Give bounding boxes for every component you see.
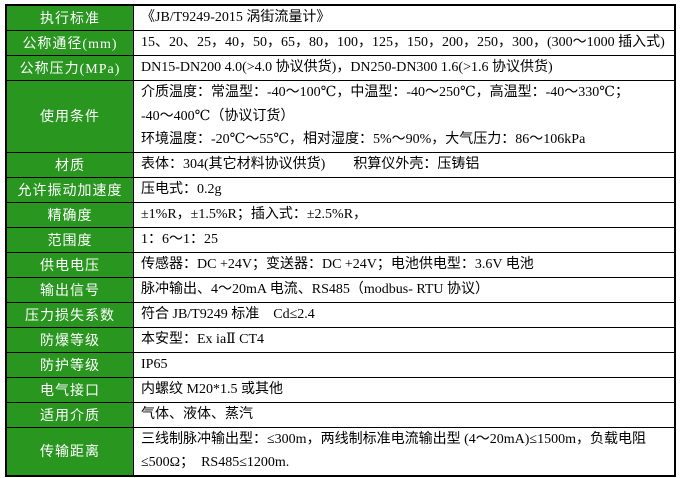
spec-value-operating-conditions: 介质温度：常温型：-40～100℃，中温型：-40～250℃，高温型：-40～3…	[133, 80, 676, 153]
spec-value-execution-standard: 《JB/T9249-2015 涡街流量计》	[133, 4, 676, 31]
row-accuracy: 精确度 ±1%R，±1.5%R；插入式：±2.5%R，	[5, 201, 676, 228]
spec-value-text: 传感器：DC +24V；变送器：DC +24V；电池供电型：3.6V 电池	[141, 256, 534, 272]
row-execution-standard: 执行标准 《JB/T9249-2015 涡街流量计》	[5, 4, 676, 31]
spec-value-text: 符合 JB/T9249 标准 Cd≤2.4	[141, 306, 315, 322]
spec-label-operating-conditions: 使用条件	[5, 80, 134, 153]
spec-value-line: -40～400℃（协议订货）	[141, 108, 295, 124]
spec-value-protection-rating: IP65	[133, 351, 676, 378]
spec-value-line: 环境温度：-20℃～55℃，相对湿度：5%～90%，大气压力：86～106kPa	[141, 132, 586, 147]
row-supply-voltage: 供电电压 传感器：DC +24V；变送器：DC +24V；电池供电型：3.6V …	[5, 251, 676, 278]
row-applicable-media: 适用介质 气体、液体、蒸汽	[5, 401, 676, 428]
spec-value-text: 表体：304(其它材料协议供货) 积算仪外壳：压铸铝	[141, 156, 480, 172]
row-explosion-proof-rating: 防爆等级 本安型：Ex iaⅡ CT4	[5, 326, 676, 353]
spec-value-text: 《JB/T9249-2015 涡街流量计》	[141, 10, 331, 25]
row-pressure-loss-coefficient: 压力损失系数 符合 JB/T9249 标准 Cd≤2.4	[5, 301, 676, 328]
spec-label-pressure-loss-coefficient: 压力损失系数	[5, 301, 134, 328]
spec-value-line: 三线制脉冲输出型：≤300m，两线制标准电流输出型 (4～20mA)≤1500m…	[141, 431, 646, 447]
spec-label-protection-rating: 防护等级	[5, 351, 134, 378]
spec-value-line: 介质温度：常温型：-40～100℃，中温型：-40～250℃，高温型：-40～3…	[141, 85, 629, 100]
spec-label-output-signal: 输出信号	[5, 276, 134, 303]
spec-label-allowable-vibration-acceleration: 允许振动加速度	[5, 176, 134, 203]
spec-value-applicable-media: 气体、液体、蒸汽	[133, 401, 676, 428]
row-allowable-vibration-acceleration: 允许振动加速度 压电式：0.2g	[5, 176, 676, 203]
spec-label-transmission-distance: 传输距离	[5, 426, 134, 476]
spec-label-nominal-pressure: 公称压力(MPa)	[5, 55, 134, 81]
spec-label-electrical-interface: 电气接口	[5, 376, 134, 403]
spec-value-text: 15、20、25，40，50，65，80，100，125，150，200，250…	[141, 35, 665, 50]
spec-label-turndown-ratio: 范围度	[5, 226, 134, 253]
spec-label-explosion-proof-rating: 防爆等级	[5, 326, 134, 353]
spec-value-text: ±1%R，±1.5%R；插入式：±2.5%R，	[141, 206, 368, 222]
spec-value-allowable-vibration-acceleration: 压电式：0.2g	[133, 176, 676, 203]
spec-value-accuracy: ±1%R，±1.5%R；插入式：±2.5%R，	[133, 201, 676, 228]
spec-value-transmission-distance: 三线制脉冲输出型：≤300m，两线制标准电流输出型 (4～20mA)≤1500m…	[133, 426, 676, 476]
row-nominal-pressure: 公称压力(MPa) DN15-DN200 4.0(>4.0 协议供货)，DN25…	[5, 55, 676, 81]
spec-value-turndown-ratio: 1：6～1：25	[133, 226, 676, 253]
row-protection-rating: 防护等级 IP65	[5, 351, 676, 378]
row-operating-conditions: 使用条件 介质温度：常温型：-40～100℃，中温型：-40～250℃，高温型：…	[5, 80, 676, 153]
spec-value-pressure-loss-coefficient: 符合 JB/T9249 标准 Cd≤2.4	[133, 301, 676, 328]
spec-value-text: 1：6～1：25	[141, 231, 218, 247]
spec-value-text: 内螺纹 M20*1.5 或其他	[141, 381, 283, 397]
spec-value-text: 脉冲输出、4～20mA 电流、RS485（modbus- RTU 协议）	[141, 281, 490, 297]
spec-label-nominal-diameter: 公称通径(mm)	[5, 30, 134, 56]
spec-label-supply-voltage: 供电电压	[5, 251, 134, 278]
spec-label-applicable-media: 适用介质	[5, 401, 134, 428]
row-transmission-distance: 传输距离 三线制脉冲输出型：≤300m，两线制标准电流输出型 (4～20mA)≤…	[5, 426, 676, 476]
spec-label-accuracy: 精确度	[5, 201, 134, 228]
spec-value-text: 本安型：Ex iaⅡ CT4	[141, 331, 265, 347]
spec-value-supply-voltage: 传感器：DC +24V；变送器：DC +24V；电池供电型：3.6V 电池	[133, 251, 676, 278]
spec-value-text: IP65	[141, 356, 168, 372]
spec-value-nominal-diameter: 15、20、25，40，50，65，80，100，125，150，200，250…	[133, 30, 676, 56]
spec-value-material: 表体：304(其它材料协议供货) 积算仪外壳：压铸铝	[133, 151, 676, 178]
spec-value-explosion-proof-rating: 本安型：Ex iaⅡ CT4	[133, 326, 676, 353]
spec-value-text: 压电式：0.2g	[141, 181, 222, 197]
row-turndown-ratio: 范围度 1：6～1：25	[5, 226, 676, 253]
spec-value-text: 气体、液体、蒸汽	[141, 406, 253, 422]
spec-value-output-signal: 脉冲输出、4～20mA 电流、RS485（modbus- RTU 协议）	[133, 276, 676, 303]
spec-value-text: DN15-DN200 4.0(>4.0 协议供货)，DN250-DN300 1.…	[141, 60, 553, 75]
spec-table: 执行标准 《JB/T9249-2015 涡街流量计》 公称通径(mm) 15、2…	[5, 4, 676, 477]
row-electrical-interface: 电气接口 内螺纹 M20*1.5 或其他	[5, 376, 676, 403]
spec-value-nominal-pressure: DN15-DN200 4.0(>4.0 协议供货)，DN250-DN300 1.…	[133, 55, 676, 81]
spec-value-line: ≤500Ω； RS485≤1200m.	[141, 455, 290, 470]
spec-label-execution-standard: 执行标准	[5, 4, 134, 31]
row-nominal-diameter: 公称通径(mm) 15、20、25，40，50，65，80，100，125，15…	[5, 30, 676, 56]
spec-value-electrical-interface: 内螺纹 M20*1.5 或其他	[133, 376, 676, 403]
row-output-signal: 输出信号 脉冲输出、4～20mA 电流、RS485（modbus- RTU 协议…	[5, 276, 676, 303]
spec-label-material: 材质	[5, 151, 134, 178]
row-material: 材质 表体：304(其它材料协议供货) 积算仪外壳：压铸铝	[5, 151, 676, 178]
